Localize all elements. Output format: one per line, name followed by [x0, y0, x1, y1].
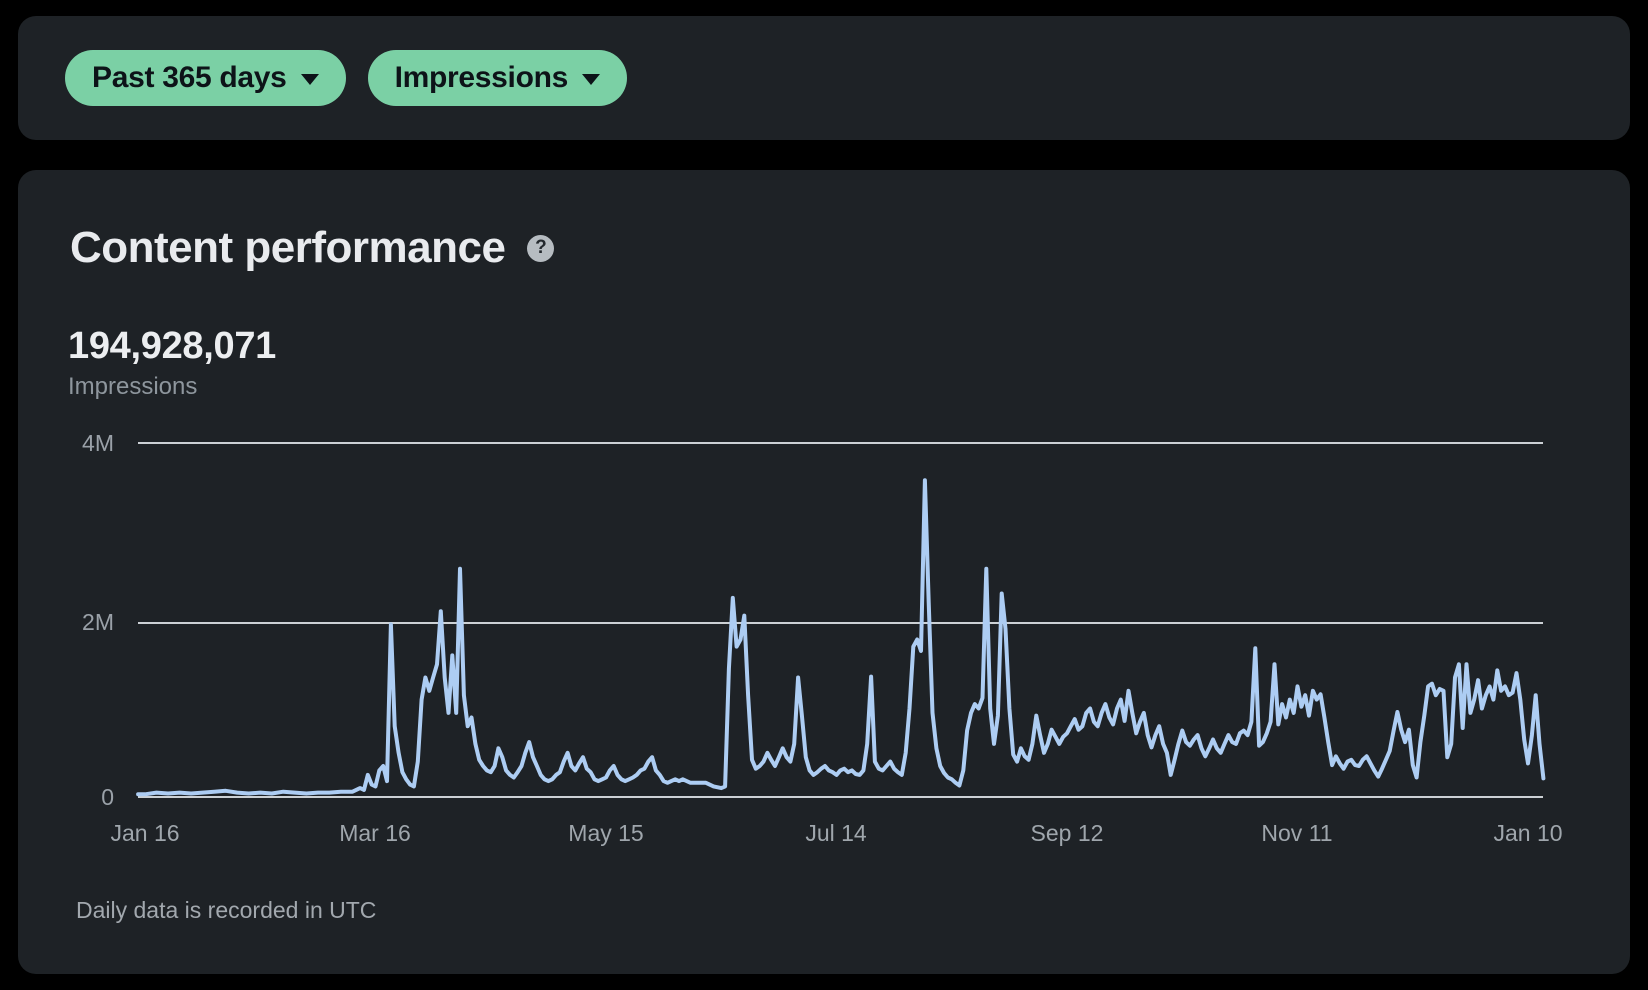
metric-label: Impressions — [394, 61, 569, 94]
content-performance-card: Content performance ? 194,928,071 Impres… — [18, 170, 1630, 974]
card-header: Content performance ? — [70, 220, 555, 276]
x-axis-label-jul14: Jul 14 — [805, 820, 867, 846]
gridline-2m — [138, 622, 1543, 624]
x-axis-label-sep12: Sep 12 — [1030, 820, 1104, 846]
y-axis-label-4m: 4M — [82, 430, 114, 456]
filters-bar: Past 365 days Impressions — [18, 16, 1630, 140]
chevron-down-icon — [300, 74, 319, 85]
gridline-zero — [138, 796, 1543, 798]
y-axis-label-2m: 2M — [82, 609, 114, 635]
page-title: Content performance — [70, 223, 506, 272]
x-axis-label-mar16: Mar 16 — [339, 820, 411, 846]
gridline-4m — [138, 442, 1543, 444]
x-axis-label-jan16: Jan 16 — [110, 820, 180, 846]
x-axis-label-may15: May 15 — [568, 820, 644, 846]
impressions-chart[interactable] — [136, 433, 1546, 813]
help-icon[interactable]: ? — [527, 234, 555, 262]
impressions-line — [136, 478, 1546, 797]
metric-button[interactable]: Impressions — [367, 50, 628, 106]
chevron-down-icon — [582, 74, 601, 85]
date-range-button[interactable]: Past 365 days — [65, 50, 346, 106]
date-range-label: Past 365 days — [92, 61, 287, 94]
utc-footnote: Daily data is recorded in UTC — [76, 897, 377, 923]
y-axis-label-0: 0 — [101, 784, 114, 810]
x-axis-label-nov11: Nov 11 — [1261, 820, 1333, 846]
impressions-total: 194,928,071 — [68, 325, 277, 367]
impressions-total-label: Impressions — [68, 373, 198, 400]
x-axis-label-jan10: Jan 10 — [1493, 820, 1563, 846]
